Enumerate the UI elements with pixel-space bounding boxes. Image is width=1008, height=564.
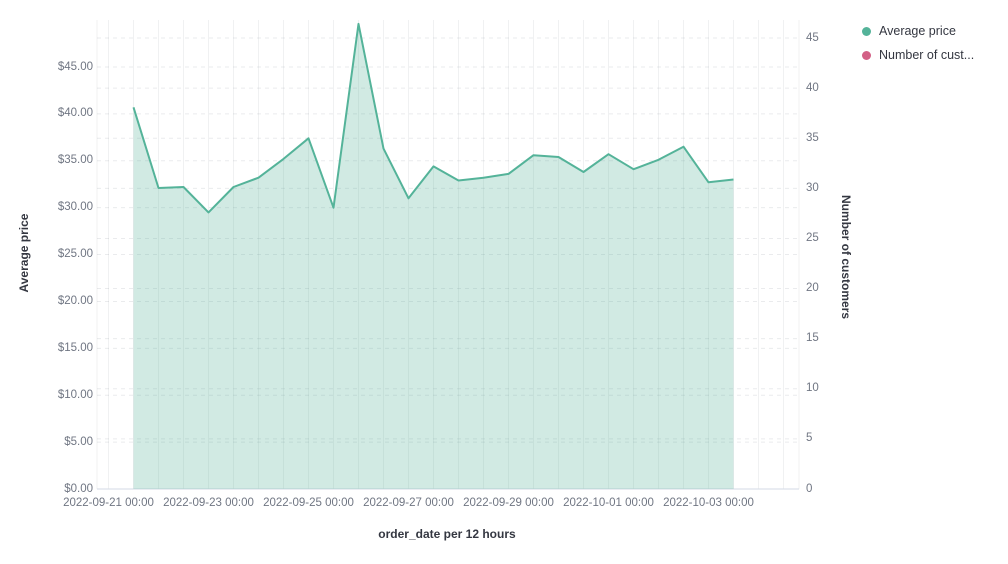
left-axis-tick-label: $40.00 [57, 107, 93, 120]
right-axis-tick-label: 30 [806, 181, 819, 194]
left-axis-tick-label: $25.00 [57, 248, 93, 261]
right-axis-tick-label: 0 [806, 482, 813, 495]
right-axis-title: Number of customers [839, 194, 853, 320]
right-axis-tick-label: 35 [806, 131, 819, 144]
x-axis-tick-label: 2022-09-25 00:00 [263, 497, 354, 509]
right-axis-tick-label: 5 [806, 432, 813, 445]
right-axis-tick-label: 10 [806, 382, 819, 395]
legend-item-average-price[interactable]: Average price [862, 24, 974, 39]
left-axis-tick-label: $45.00 [57, 60, 93, 73]
left-axis-tick-label: $15.00 [57, 341, 93, 354]
left-axis-tick-label: $30.00 [57, 201, 93, 214]
average-price-area-fill [133, 23, 734, 490]
legend-color-dot-icon [862, 27, 871, 36]
x-axis-tick-label: 2022-09-29 00:00 [463, 497, 554, 509]
left-axis-tick-label: $10.00 [57, 388, 93, 401]
x-axis-tick-label: 2022-09-23 00:00 [163, 497, 254, 509]
right-axis-tick-label: 40 [806, 81, 819, 94]
legend-item-number-of-customers[interactable]: Number of cust... [862, 48, 974, 63]
legend-item-label: Number of cust... [879, 48, 975, 62]
left-axis-title: Average price [17, 213, 31, 293]
x-axis-tick-label: 2022-10-03 00:00 [663, 497, 754, 509]
left-axis-tick-label: $5.00 [64, 435, 93, 448]
legend-item-label: Average price [879, 24, 956, 38]
x-axis-tick-label: 2022-09-21 00:00 [63, 497, 154, 509]
x-axis-tick-label: 2022-09-27 00:00 [363, 497, 454, 509]
x-axis-title: order_date per 12 hours [378, 527, 516, 541]
right-axis-tick-label: 45 [806, 31, 819, 44]
right-axis-tick-label: 15 [806, 332, 819, 345]
legend: Average price Number of cust... [862, 24, 974, 63]
right-axis-tick-label: 20 [806, 282, 819, 295]
right-axis-tick-label: 25 [806, 231, 819, 244]
average-price-line [132, 22, 734, 214]
x-axis-tick-label: 2022-10-01 00:00 [563, 497, 654, 509]
left-axis-tick-label: $0.00 [64, 482, 93, 495]
left-axis-tick-label: $20.00 [57, 294, 93, 307]
left-axis-tick-label: $35.00 [57, 154, 93, 167]
legend-color-dot-icon [862, 51, 871, 60]
